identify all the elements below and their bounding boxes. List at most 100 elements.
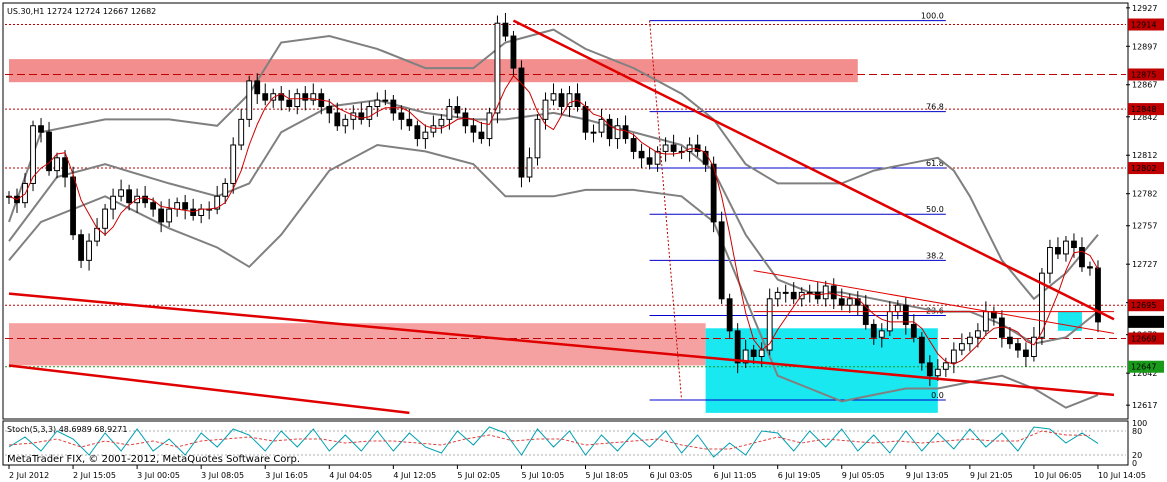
candle-body bbox=[382, 99, 389, 102]
copyright-text: MetaTrader FIX, © 2001-2012, MetaQuotes … bbox=[7, 454, 300, 465]
price-tag-bg bbox=[1128, 103, 1164, 116]
zones-layer bbox=[9, 59, 1082, 413]
stoch-main-line bbox=[8, 426, 1099, 458]
candle-body bbox=[526, 157, 533, 178]
candle-body bbox=[606, 118, 613, 140]
candle-body bbox=[102, 208, 108, 229]
price-tag-bg bbox=[1128, 315, 1164, 328]
time-tick-label: 9 Jul 13:05 bbox=[906, 471, 949, 480]
candle-body bbox=[566, 93, 573, 108]
candle-body bbox=[542, 99, 549, 120]
candle-body bbox=[214, 195, 221, 210]
time-tick-label: 3 Jul 16:05 bbox=[265, 471, 308, 480]
candle-body bbox=[926, 362, 933, 377]
candle-body bbox=[286, 99, 293, 108]
candle-body bbox=[710, 163, 717, 223]
candle-body bbox=[342, 118, 349, 127]
symbol-header: US.30,H1 12724 12724 12667 12682 bbox=[7, 7, 156, 16]
price-tag-label-12802: 12802 bbox=[1131, 164, 1156, 173]
candle-body bbox=[302, 93, 309, 101]
candle-body bbox=[550, 93, 557, 101]
candle-body bbox=[110, 195, 116, 210]
candle-body bbox=[126, 189, 133, 204]
candle-body bbox=[942, 362, 949, 370]
candle-body bbox=[654, 150, 661, 165]
candle-body bbox=[870, 323, 877, 338]
time-tick-label: 5 Jul 10:05 bbox=[521, 471, 564, 480]
time-tick-label: 6 Jul 11:05 bbox=[714, 471, 757, 480]
candle-body bbox=[142, 195, 149, 204]
price-tag-label-12695: 12695 bbox=[1131, 301, 1156, 310]
candle-body bbox=[750, 349, 757, 357]
candle-body bbox=[38, 125, 44, 133]
candle-body bbox=[686, 144, 693, 152]
candle-body bbox=[430, 125, 437, 133]
candle-body bbox=[694, 144, 701, 152]
time-tick-label: 4 Jul 04:05 bbox=[329, 471, 372, 480]
fib-label-0.0: 0.0 bbox=[931, 391, 944, 400]
price-tag-bg bbox=[1128, 332, 1164, 345]
price-tag-label-12848: 12848 bbox=[1131, 105, 1156, 114]
candle-body bbox=[366, 106, 373, 120]
candle-body bbox=[670, 144, 677, 152]
candle-body bbox=[918, 336, 925, 364]
price-tick-label: 12927 bbox=[1132, 4, 1157, 13]
candle-body bbox=[1039, 272, 1045, 338]
candle-body bbox=[150, 202, 157, 210]
zone-support-1 bbox=[9, 323, 706, 366]
candle-body bbox=[614, 125, 621, 140]
candle-body bbox=[830, 285, 837, 300]
candle-body bbox=[406, 118, 413, 127]
price-tag-label-12682: 12682 bbox=[1131, 318, 1156, 327]
price-level-tags: 12914 12875 12848 12802 12695 12682 12669 12647 bbox=[1128, 18, 1164, 373]
fib-label-50.0: 50.0 bbox=[926, 205, 944, 214]
time-tick-label: 5 Jul 02:05 bbox=[457, 471, 500, 480]
candle-body bbox=[446, 106, 453, 120]
bollinger-upper bbox=[8, 28, 1099, 301]
candle-body bbox=[894, 304, 901, 313]
candle-body bbox=[174, 202, 181, 210]
price-tick-label: 12782 bbox=[1132, 190, 1157, 199]
candle-body bbox=[934, 368, 941, 377]
price-tag-label-12647: 12647 bbox=[1131, 363, 1156, 372]
candle-body bbox=[414, 125, 421, 140]
time-tick-label: 9 Jul 05:05 bbox=[842, 471, 885, 480]
price-tag-label-12669: 12669 bbox=[1131, 335, 1156, 344]
price-tag-bg bbox=[1128, 162, 1164, 175]
candle-body bbox=[494, 22, 501, 114]
candle-body bbox=[742, 349, 749, 364]
trendline-3 bbox=[753, 270, 1115, 334]
candle-body bbox=[582, 106, 589, 133]
candle-body bbox=[662, 144, 669, 152]
stoch-tick-label: 20 bbox=[1132, 451, 1142, 460]
candle-body bbox=[1023, 349, 1029, 357]
candle-body bbox=[398, 112, 405, 120]
candle-body bbox=[310, 93, 317, 101]
price-tag-bg bbox=[1128, 68, 1164, 81]
candle-body bbox=[846, 298, 853, 306]
candle-body bbox=[390, 99, 397, 114]
candle-body bbox=[910, 323, 917, 338]
candle-body bbox=[966, 336, 973, 345]
time-tick-label: 2 Jul 15:05 bbox=[73, 471, 116, 480]
fib-label-61.8: 61.8 bbox=[926, 159, 944, 168]
candles-layer bbox=[6, 12, 1101, 386]
candle-body bbox=[646, 157, 653, 165]
candle-body bbox=[1071, 240, 1077, 249]
candle-body bbox=[630, 138, 637, 152]
candle-body bbox=[358, 112, 365, 120]
trendline-0 bbox=[512, 19, 1115, 321]
candle-body bbox=[294, 93, 301, 108]
candle-body bbox=[62, 157, 68, 178]
zone-cyan-3 bbox=[1057, 311, 1082, 331]
candle-body bbox=[326, 106, 333, 114]
candle-body bbox=[734, 330, 741, 364]
zone-resistance-0 bbox=[9, 59, 858, 83]
candle-body bbox=[158, 208, 165, 223]
candle-body bbox=[1087, 266, 1093, 269]
stoch-tick-label: 100 bbox=[1132, 419, 1147, 428]
price-tick-label: 12757 bbox=[1132, 222, 1157, 231]
candle-body bbox=[902, 304, 909, 325]
stoch-tick-label: 80 bbox=[1132, 427, 1142, 436]
